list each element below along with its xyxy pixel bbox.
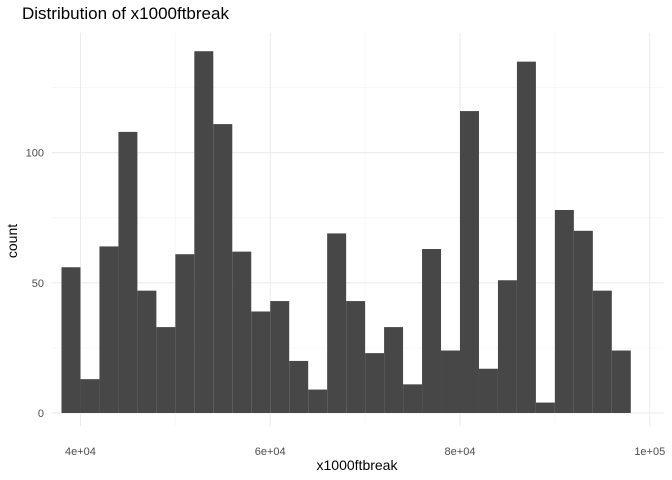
histogram-bar [137,290,157,413]
y-axis-ticks: 0 50 100 [26,148,44,420]
y-tick-label: 0 [38,408,44,420]
histogram-bar [99,246,119,413]
histogram-bar [403,384,423,413]
histogram-bar [478,368,498,413]
histogram-bar [384,327,404,413]
histogram-bar [156,327,176,413]
histogram-bar [118,131,138,413]
histogram-bar [308,389,328,413]
histogram-bar [175,254,195,413]
histogram-bar [535,402,555,413]
histogram-bar [251,311,271,413]
histogram-bars [61,51,631,413]
y-axis-title: count [4,224,20,258]
y-tick-label: 100 [26,148,44,160]
x-tick-label: 8e+04 [445,446,476,458]
histogram-bar [213,124,233,413]
histogram-bar [516,61,536,413]
histogram-bar [194,51,214,413]
histogram-bar [289,360,309,413]
histogram-bar [611,350,631,413]
histogram-bar [61,267,81,413]
histogram-bar [497,280,517,413]
histogram-bar [554,209,574,413]
histogram-bar [592,290,612,413]
histogram-bar [327,233,347,413]
x-tick-label: 4e+04 [65,446,96,458]
histogram-bar [422,249,442,413]
x-tick-label: 6e+04 [255,446,286,458]
histogram-bar [573,230,593,413]
histogram-bar [80,379,100,413]
histogram-bar [365,353,385,413]
y-tick-label: 50 [32,278,44,290]
chart-title: Distribution of x1000ftbreak [22,4,229,23]
histogram-bar [460,111,479,413]
x-tick-label: 1e+05 [634,446,665,458]
histogram-bar [346,301,366,413]
x-axis-ticks: 4e+04 6e+04 8e+04 1e+05 [65,446,665,458]
histogram-bar [232,251,252,413]
histogram-bar [441,350,460,413]
x-axis-title: x1000ftbreak [317,457,399,473]
histogram-bar [270,301,290,413]
